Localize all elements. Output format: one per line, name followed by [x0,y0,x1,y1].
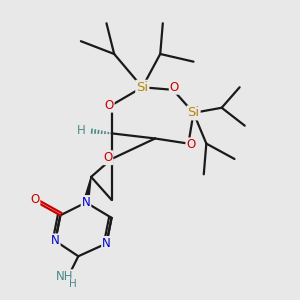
Text: H: H [76,124,85,137]
Text: H: H [69,279,77,290]
Text: N: N [102,237,111,250]
Text: O: O [104,99,114,112]
Text: O: O [186,138,196,152]
Text: N: N [51,234,60,248]
Text: O: O [30,194,39,206]
Text: Si: Si [136,81,148,94]
Text: O: O [170,81,179,94]
Text: O: O [103,151,112,164]
Text: Si: Si [188,106,200,119]
Polygon shape [83,177,91,203]
Text: NH: NH [56,270,73,283]
Text: N: N [82,196,90,209]
